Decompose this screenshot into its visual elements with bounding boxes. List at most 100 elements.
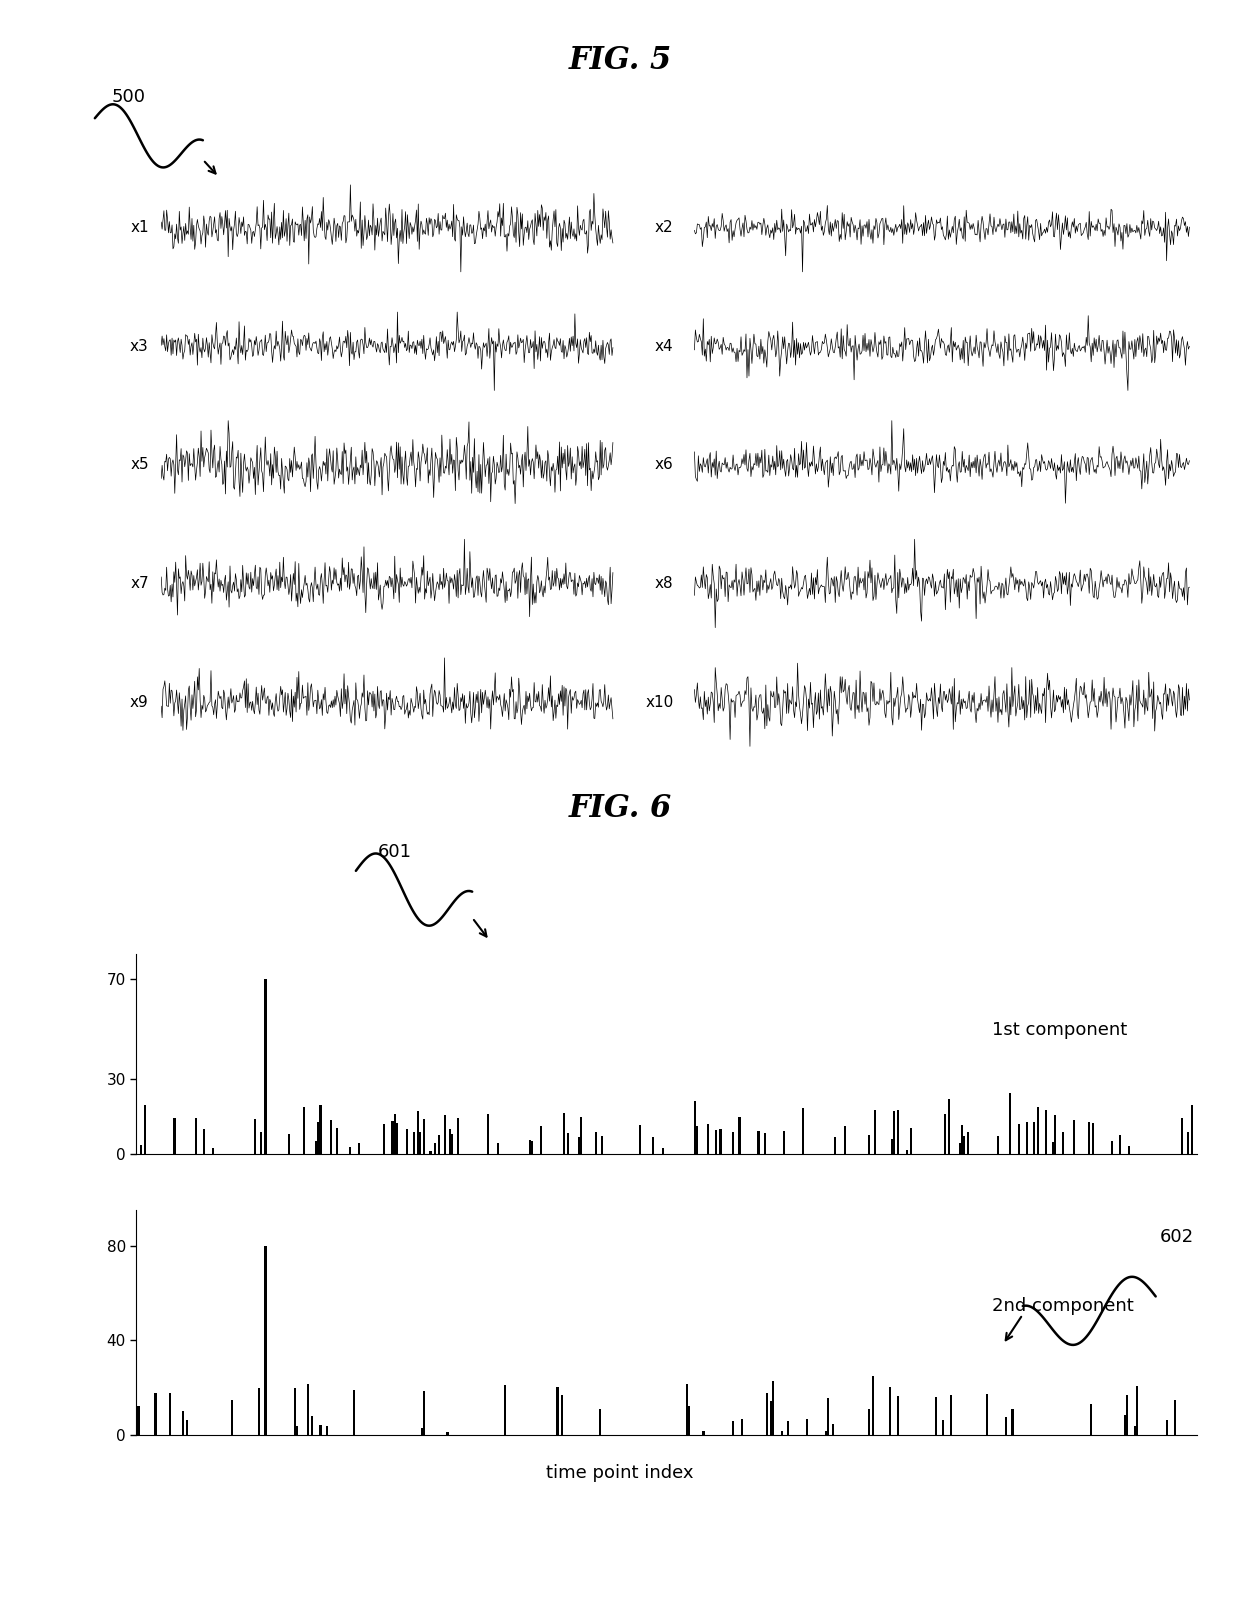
- Bar: [1012, 1409, 1013, 1435]
- Bar: [429, 1151, 432, 1154]
- Bar: [662, 1148, 665, 1154]
- Bar: [1166, 1420, 1168, 1435]
- Bar: [311, 1415, 312, 1435]
- Bar: [686, 1385, 688, 1435]
- Bar: [264, 1246, 267, 1435]
- Bar: [383, 1124, 386, 1154]
- Bar: [317, 1122, 320, 1154]
- Bar: [1123, 1415, 1126, 1435]
- Bar: [868, 1135, 869, 1154]
- Bar: [707, 1124, 709, 1154]
- Bar: [696, 1127, 698, 1154]
- Bar: [444, 1116, 446, 1154]
- Bar: [336, 1129, 339, 1154]
- Bar: [703, 1431, 704, 1435]
- Bar: [144, 1106, 146, 1154]
- Bar: [601, 1137, 603, 1154]
- Bar: [186, 1420, 188, 1435]
- Text: x2: x2: [655, 220, 673, 236]
- Bar: [947, 1100, 950, 1154]
- Text: x5: x5: [130, 457, 149, 473]
- Bar: [950, 1395, 952, 1435]
- Bar: [264, 979, 267, 1154]
- Bar: [294, 1388, 296, 1435]
- Bar: [1045, 1111, 1048, 1154]
- Bar: [417, 1111, 419, 1154]
- Bar: [350, 1148, 351, 1154]
- Bar: [1037, 1108, 1039, 1154]
- Bar: [770, 1401, 773, 1435]
- Bar: [639, 1125, 641, 1154]
- Bar: [503, 1385, 506, 1435]
- Bar: [1006, 1417, 1007, 1435]
- Bar: [1126, 1395, 1128, 1435]
- Bar: [688, 1406, 689, 1435]
- Bar: [320, 1425, 321, 1435]
- Bar: [1018, 1124, 1019, 1154]
- Bar: [802, 1108, 804, 1154]
- Bar: [580, 1117, 582, 1154]
- Bar: [497, 1143, 500, 1154]
- Bar: [174, 1117, 176, 1154]
- Bar: [764, 1133, 766, 1154]
- Bar: [962, 1137, 965, 1154]
- Bar: [1092, 1122, 1094, 1154]
- Bar: [1087, 1122, 1090, 1154]
- Bar: [758, 1130, 760, 1154]
- Bar: [203, 1130, 205, 1154]
- Bar: [419, 1132, 422, 1154]
- Bar: [1052, 1141, 1054, 1154]
- Bar: [212, 1148, 213, 1154]
- Bar: [320, 1104, 321, 1154]
- Bar: [898, 1396, 899, 1435]
- Bar: [986, 1395, 988, 1435]
- Bar: [732, 1132, 734, 1154]
- Bar: [766, 1393, 768, 1435]
- Bar: [446, 1431, 449, 1435]
- Bar: [438, 1135, 440, 1154]
- Bar: [833, 1137, 836, 1154]
- Text: x6: x6: [655, 457, 673, 473]
- Bar: [422, 1428, 423, 1435]
- Bar: [423, 1119, 425, 1154]
- Bar: [567, 1133, 569, 1154]
- Bar: [306, 1383, 309, 1435]
- Bar: [832, 1423, 833, 1435]
- Bar: [563, 1112, 565, 1154]
- Bar: [296, 1427, 299, 1435]
- Bar: [1054, 1114, 1056, 1154]
- Bar: [1174, 1401, 1177, 1435]
- Bar: [599, 1409, 601, 1435]
- Bar: [967, 1132, 970, 1154]
- Bar: [254, 1119, 255, 1154]
- Bar: [529, 1140, 531, 1154]
- Bar: [1063, 1132, 1064, 1154]
- Bar: [1111, 1141, 1114, 1154]
- Bar: [155, 1393, 156, 1435]
- Bar: [1180, 1119, 1183, 1154]
- Bar: [715, 1130, 717, 1154]
- Bar: [719, 1130, 722, 1154]
- Bar: [1192, 1104, 1193, 1154]
- Bar: [1135, 1427, 1136, 1435]
- Text: FIG. 5: FIG. 5: [568, 45, 672, 75]
- Bar: [905, 1149, 908, 1154]
- Text: x8: x8: [655, 575, 673, 592]
- Bar: [1187, 1132, 1189, 1154]
- Bar: [781, 1431, 782, 1435]
- Bar: [288, 1133, 290, 1154]
- Bar: [557, 1387, 558, 1435]
- Bar: [844, 1125, 847, 1154]
- Bar: [353, 1390, 356, 1435]
- Bar: [872, 1375, 874, 1435]
- Bar: [231, 1399, 233, 1435]
- Bar: [594, 1132, 596, 1154]
- Text: time point index: time point index: [547, 1464, 693, 1481]
- Bar: [539, 1127, 542, 1154]
- Bar: [806, 1419, 808, 1435]
- Bar: [393, 1114, 396, 1154]
- Bar: [997, 1137, 998, 1154]
- Bar: [169, 1393, 171, 1435]
- Bar: [944, 1114, 946, 1154]
- Bar: [1027, 1122, 1028, 1154]
